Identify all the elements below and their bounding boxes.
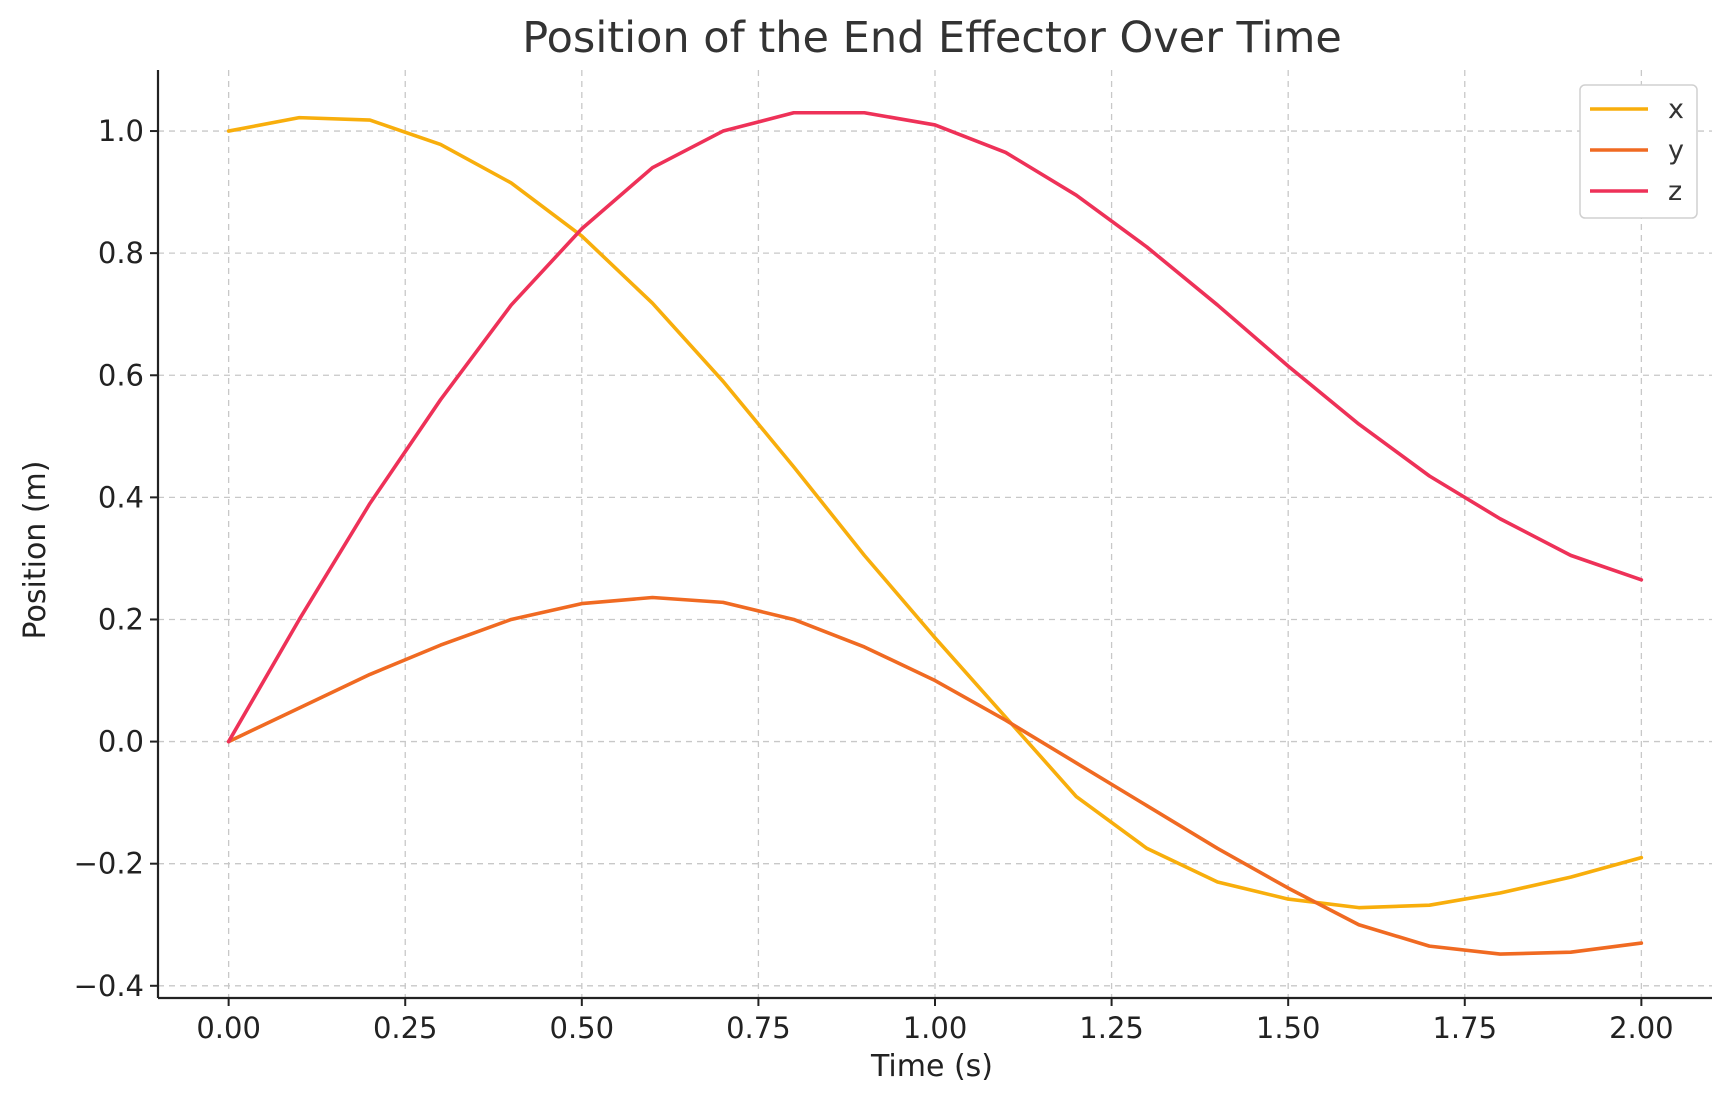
x-axis-ticks: 0.00 0.25 0.50 0.75 1.00 1.25 1.50 1.75 2.00 xyxy=(196,998,1674,1045)
y-tick-label-2: 0.0 xyxy=(98,725,144,759)
legend-label-z: z xyxy=(1668,176,1682,207)
y-tick-label-1: −0.2 xyxy=(74,847,144,881)
x-tick-label-5: 1.25 xyxy=(1079,1011,1144,1045)
grid xyxy=(158,70,1712,998)
x-tick-label-3: 0.75 xyxy=(726,1011,791,1045)
x-tick-label-2: 0.50 xyxy=(550,1011,615,1045)
x-tick-label-1: 0.25 xyxy=(373,1011,438,1045)
x-tick-label-8: 2.00 xyxy=(1609,1011,1674,1045)
y-tick-label-4: 0.4 xyxy=(98,480,144,514)
y-tick-label-6: 0.8 xyxy=(98,236,144,270)
x-tick-label-6: 1.50 xyxy=(1256,1011,1321,1045)
x-tick-label-4: 1.00 xyxy=(903,1011,968,1045)
series-line-x xyxy=(226,115,1644,910)
x-tick-label-7: 1.75 xyxy=(1432,1011,1497,1045)
y-tick-label-5: 0.6 xyxy=(98,358,144,392)
y-axis-label: Position (m) xyxy=(18,461,53,640)
x-tick-label-0: 0.00 xyxy=(196,1011,261,1045)
y-axis-ticks: −0.4 −0.2 0.0 0.2 0.4 0.6 0.8 1.0 xyxy=(74,114,158,1003)
legend-label-y: y xyxy=(1668,135,1684,166)
series-layer xyxy=(226,110,1644,956)
legend-label-x: x xyxy=(1668,94,1684,125)
series-line-y xyxy=(226,595,1644,956)
chart-title: Position of the End Effector Over Time xyxy=(522,13,1342,63)
y-tick-label-0: −0.4 xyxy=(74,969,144,1003)
series-line-z xyxy=(226,110,1644,744)
legend: xyz xyxy=(1579,84,1698,219)
y-tick-label-7: 1.0 xyxy=(98,114,144,148)
y-tick-label-3: 0.2 xyxy=(98,602,144,636)
x-axis-label: Time (s) xyxy=(870,1049,993,1084)
